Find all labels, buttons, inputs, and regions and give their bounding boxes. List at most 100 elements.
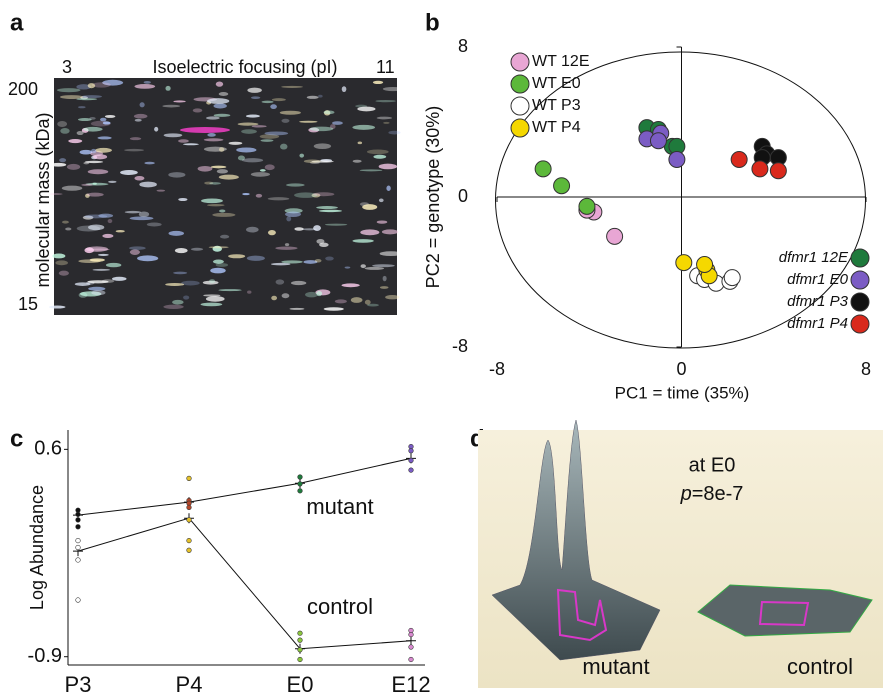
- replicate-point: [187, 518, 192, 523]
- gel-spot: [260, 169, 266, 172]
- replicate-point: [298, 489, 303, 494]
- gel-spot: [168, 172, 185, 177]
- gel-spot: [375, 100, 396, 102]
- gel-spot: [51, 163, 67, 167]
- p-symbol: p: [680, 483, 692, 505]
- gel-spot: [68, 139, 82, 143]
- gel-spot: [361, 264, 366, 268]
- gel-spot: [286, 216, 291, 221]
- gel-spot: [85, 161, 103, 163]
- replicate-point: [76, 524, 81, 529]
- gel-spot: [313, 192, 334, 196]
- stage-label: at E0: [689, 454, 736, 476]
- gel-spot: [318, 95, 323, 98]
- gel-spot: [211, 166, 227, 169]
- replicate-point: [409, 448, 414, 453]
- gel-spot: [147, 222, 162, 226]
- gel-spot: [212, 213, 235, 217]
- gel-spot: [139, 182, 157, 188]
- gel-spot: [380, 286, 389, 289]
- gel-spot: [290, 308, 305, 310]
- gel-spot: [247, 291, 251, 294]
- gel-spot: [265, 164, 275, 170]
- legend-swatch: [851, 293, 869, 311]
- gel-spot: [169, 231, 185, 236]
- gel-spot: [275, 246, 297, 249]
- gel-spot: [62, 221, 69, 224]
- gel-spot: [219, 209, 225, 212]
- gel-spot: [137, 255, 158, 261]
- gel-spot: [276, 279, 285, 284]
- gel-spot: [120, 170, 138, 175]
- gel-spot: [282, 293, 290, 298]
- gel-spot: [157, 190, 166, 192]
- legend-label: dfmr1 P3: [787, 293, 849, 310]
- gel-spot: [207, 98, 229, 104]
- gel-spot: [218, 289, 241, 291]
- gel-ylabel: molecular mass (kDa): [33, 112, 53, 287]
- gel-spot: [134, 114, 148, 119]
- gel-spot: [80, 150, 93, 155]
- point: [724, 270, 740, 286]
- gel-spot: [210, 268, 225, 274]
- point: [770, 163, 786, 179]
- pi-low: 3: [62, 57, 72, 77]
- replicate-point: [76, 598, 81, 603]
- gel-spot: [219, 92, 229, 96]
- gel-spot: [345, 266, 351, 268]
- gel-spot: [367, 304, 379, 307]
- legend-label: WT P3: [532, 97, 581, 114]
- gel-spot: [379, 164, 397, 170]
- gel-spot: [377, 117, 392, 120]
- point: [650, 133, 666, 149]
- gel-spot: [247, 256, 265, 261]
- gel-spot: [83, 127, 102, 132]
- gel-spot: [380, 251, 402, 256]
- gel-spot: [130, 249, 140, 255]
- gel-spot: [373, 155, 386, 159]
- gel-spot: [304, 159, 321, 163]
- gel-spot: [173, 100, 185, 102]
- gel-spot: [325, 224, 347, 226]
- gel-spot: [372, 264, 395, 267]
- gel-spot: [49, 193, 62, 195]
- gel-spot: [383, 87, 403, 91]
- gel-spot: [49, 306, 65, 309]
- gel-spot: [60, 128, 69, 134]
- x-tick-label: -8: [489, 359, 505, 379]
- gel-spot: [154, 127, 158, 132]
- gel-spot: [204, 138, 224, 141]
- gel-spot: [305, 292, 318, 297]
- gel-spot: [178, 139, 189, 143]
- gel-spot: [172, 300, 183, 305]
- replicate-point: [409, 657, 414, 662]
- gel-spot: [342, 86, 347, 92]
- gel-spot: [165, 283, 184, 286]
- legend-swatch: [851, 315, 869, 333]
- gel-spot: [82, 95, 102, 98]
- gel-spot: [93, 269, 110, 271]
- replicate-point: [187, 476, 192, 481]
- replicate-point: [409, 645, 414, 650]
- gel-spot: [323, 110, 334, 114]
- legend-swatch: [511, 97, 529, 115]
- gel-spot: [139, 211, 149, 217]
- gel-spot: [102, 234, 113, 238]
- replicate-point: [76, 512, 81, 517]
- gel-spot: [198, 166, 213, 172]
- replicate-point: [409, 468, 414, 473]
- replicate-point: [298, 647, 303, 652]
- gel-spot: [67, 164, 80, 170]
- x-tick-label: E12: [391, 672, 430, 696]
- gel-spot: [108, 181, 116, 183]
- gel-spot: [246, 115, 260, 118]
- gel-spot: [214, 103, 227, 108]
- gel-spot: [162, 105, 180, 108]
- replicate-point: [298, 657, 303, 662]
- gel-spot: [252, 125, 267, 127]
- point: [554, 178, 570, 194]
- annotation: control: [307, 594, 373, 619]
- gel-spot: [201, 198, 223, 203]
- gel-spot: [59, 271, 69, 276]
- gel-spot: [358, 142, 362, 145]
